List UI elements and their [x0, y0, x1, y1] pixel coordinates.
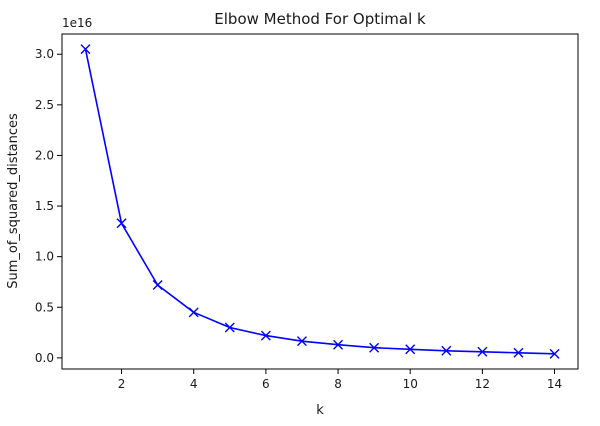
data-point-marker: [116, 218, 127, 229]
y-tick-label: 2.5: [35, 98, 54, 112]
y-tick-label: 1.0: [35, 250, 54, 264]
x-tick-label: 2: [118, 377, 126, 391]
series-group: [80, 44, 560, 359]
x-axis-title: k: [316, 403, 324, 418]
y-tick-label: 1.5: [35, 199, 54, 213]
y-offset-label: 1e16: [62, 16, 92, 30]
y-axis-title: Sum_of_squared_distances: [6, 113, 21, 289]
data-point-marker: [224, 322, 235, 333]
data-point-marker: [333, 339, 344, 350]
plot-frame: [61, 33, 579, 370]
data-point-marker: [188, 307, 199, 318]
x-tick-label: 10: [403, 377, 418, 391]
x-tick-label: 8: [334, 377, 342, 391]
x-tick-label: 4: [190, 377, 198, 391]
data-point-marker: [405, 344, 416, 355]
y-tick-label: 2.0: [35, 148, 54, 162]
y-tick-label: 3.0: [35, 47, 54, 61]
data-point-marker: [549, 348, 560, 359]
y-tick-label: 0.0: [35, 351, 54, 365]
chart-title: Elbow Method For Optimal k: [214, 10, 426, 28]
data-point-marker: [369, 342, 380, 353]
x-tick-label: 14: [547, 377, 562, 391]
x-tick-label: 12: [475, 377, 490, 391]
x-tick-label: 6: [262, 377, 270, 391]
y-axis-ticks: 0.0 0.5 1.0 1.5 2.0 2.5 3.0: [35, 47, 62, 365]
data-point-marker: [260, 330, 271, 341]
data-point-marker: [152, 280, 163, 290]
data-point-marker: [296, 336, 307, 347]
data-point-marker: [477, 346, 488, 357]
data-point-marker: [441, 345, 452, 356]
data-point-marker: [513, 347, 524, 358]
data-point-marker: [80, 44, 91, 55]
series-line: [84, 49, 555, 355]
x-axis-ticks: 2 4 6 8 10 12 14: [118, 369, 562, 391]
y-tick-label: 0.5: [35, 300, 54, 314]
